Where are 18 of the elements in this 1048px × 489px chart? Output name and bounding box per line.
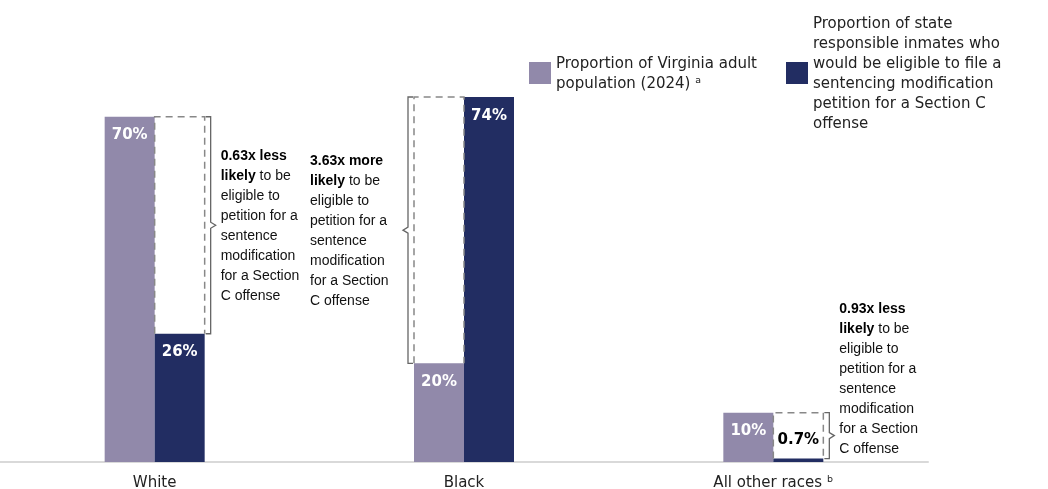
data-label: 70% [111,125,148,144]
text: 0.63x less likely to be eligible to petition for a sentence modification for a Section C offense [220,147,300,304]
bar [104,116,155,462]
text: 0.93x less likely to be eligible to petition for a sentence modification for a Section C offense [839,300,918,456]
x-tick-label: All other races ᵇ [713,472,834,489]
data-label: 0.7% [777,430,820,449]
x-tick-label: Black [443,472,485,489]
data-label: 10% [730,421,767,440]
text: 3.63x more likely to be eligible to petition for a sentence modification for a Section C offense [310,152,389,309]
legend-label: Proportion of Virginia adult population (2024) ᵃ [556,54,762,92]
x-tick-label: White [132,472,177,489]
data-label: 26% [161,342,198,361]
bar [154,333,205,462]
data-label: 74% [471,105,507,124]
bar [464,97,514,462]
legend-label: Proportion of state responsible inmates who would be eligible to file a sentencing modification petition for a Section C offense [813,14,1007,132]
bar [414,363,464,462]
data-label: 20% [421,371,457,390]
